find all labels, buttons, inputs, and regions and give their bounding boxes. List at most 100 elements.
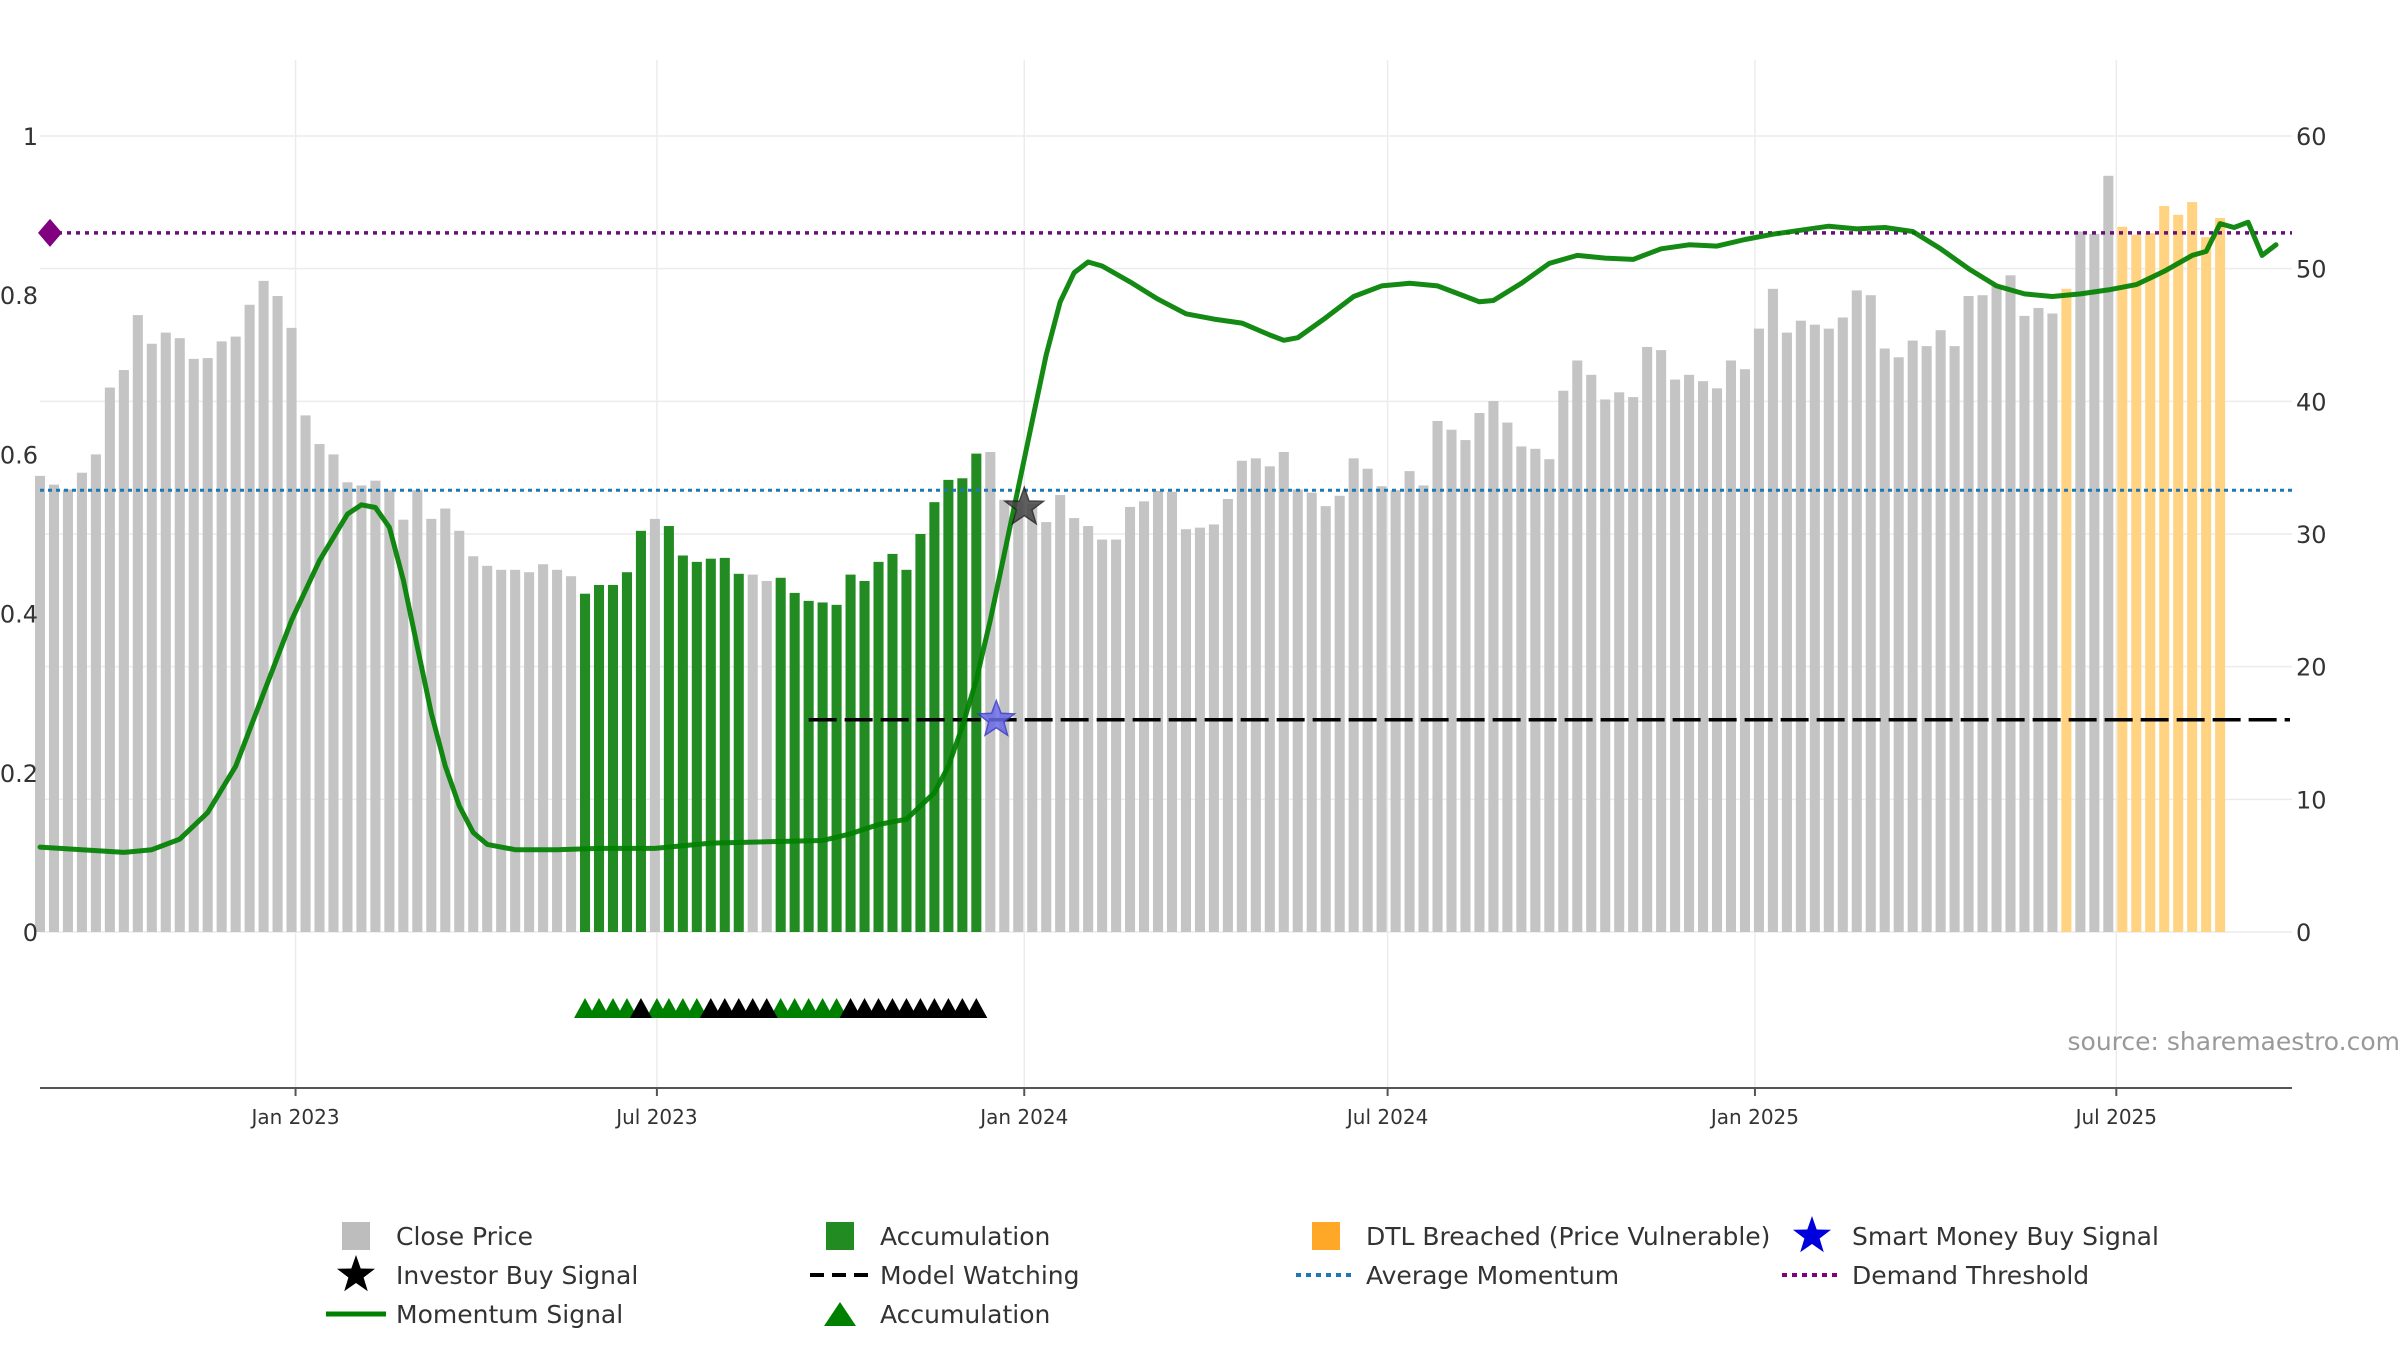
close-price-bar [1418, 485, 1429, 932]
close-price-bar [1600, 399, 1611, 932]
right-axis-tick-label: 40 [2296, 388, 2327, 416]
accumulation-marker-black [741, 998, 764, 1018]
close-price-bar [1180, 529, 1191, 932]
close-price-bar [1334, 495, 1345, 932]
left-axis-tick-label: 0.6 [0, 441, 38, 469]
close-price-bar [2103, 175, 2114, 933]
close-price-bar [1614, 392, 1625, 932]
accumulation-marker-black [853, 998, 876, 1018]
close-price-bar [1125, 506, 1136, 932]
close-price-bar [1139, 501, 1150, 932]
accumulation-marker-black [629, 998, 652, 1018]
legend-item: Smart Money Buy Signal [1793, 1216, 2159, 1253]
legend-item: Average Momentum [1296, 1261, 1619, 1290]
legend-label: Accumulation [880, 1300, 1050, 1329]
close-price-bar [1879, 348, 1890, 933]
close-price-bar [90, 454, 101, 932]
accumulation-marker-green [685, 998, 708, 1018]
close-price-bar [202, 358, 213, 933]
close-price-bar [1432, 420, 1443, 932]
close-price-bar [1474, 413, 1485, 932]
accumulation-marker-black [909, 998, 932, 1018]
legend-symbol-star [337, 1255, 375, 1292]
accumulation-bar [580, 593, 591, 932]
legend-item: Model Watching [810, 1261, 1080, 1290]
close-price-bar [160, 332, 171, 932]
accumulation-bar [621, 572, 632, 932]
x-tick-label: Jul 2024 [1345, 1105, 1428, 1129]
investor-buy-signal-star [1003, 485, 1046, 526]
close-price-bar [1097, 539, 1108, 932]
close-price-bar [552, 569, 563, 932]
close-price-bar [747, 574, 758, 932]
accumulation-marker-black [951, 998, 974, 1018]
close-price-bar [1558, 390, 1569, 933]
accumulation-marker-green [783, 998, 806, 1018]
dtl-breached-bar [2215, 217, 2226, 932]
close-price-bar [342, 482, 353, 932]
left-axis-tick-label: 0.4 [0, 601, 38, 629]
close-price-bar [1111, 539, 1122, 932]
close-price-bar [1530, 448, 1541, 932]
close-price-bar [1977, 295, 1988, 932]
left-axis-tick-label: 0 [23, 919, 38, 947]
close-price-bar [1949, 346, 1960, 932]
legend-symbol-star [1793, 1216, 1831, 1253]
accumulation-marker-black [839, 998, 862, 1018]
x-tick-label: Jul 2025 [2074, 1105, 2157, 1129]
legend-label: Smart Money Buy Signal [1852, 1222, 2159, 1251]
accumulation-bar [929, 502, 940, 932]
close-price-bar [76, 472, 87, 932]
accumulation-marker-black [699, 998, 722, 1018]
legend-item: Demand Threshold [1782, 1261, 2089, 1290]
dtl-breached-bar [2131, 234, 2142, 933]
legend-label: Close Price [396, 1222, 533, 1251]
close-price-bar [496, 569, 507, 932]
accumulation-marker-green [769, 998, 792, 1018]
accumulation-marker-green [588, 998, 611, 1018]
accumulation-bar [733, 573, 744, 932]
close-price-bar [1069, 518, 1080, 932]
close-price-bar [1753, 328, 1764, 933]
left-axis-tick-label: 0.8 [0, 282, 38, 310]
right-axis-tick-label: 20 [2296, 654, 2327, 682]
right-axis-tick-label: 0 [2296, 919, 2311, 947]
close-price-bar [1809, 324, 1820, 933]
close-price-bar [1013, 501, 1024, 932]
close-price-bar [412, 490, 423, 932]
close-price-bar [1698, 381, 1709, 933]
legend-symbol-triangle [824, 1302, 856, 1326]
accumulation-marker-green [601, 998, 624, 1018]
legend-label: DTL Breached (Price Vulnerable) [1366, 1222, 1770, 1251]
right-axis-tick-label: 60 [2296, 123, 2327, 151]
close-price-bar [300, 415, 311, 932]
legend-label: Model Watching [880, 1261, 1080, 1290]
accumulation-bar [831, 604, 842, 932]
accumulation-marker-green [615, 998, 638, 1018]
accumulation-bar [873, 561, 884, 932]
dtl-breached-bar [2201, 237, 2212, 933]
accumulation-bar [971, 453, 982, 932]
accumulation-bar [705, 558, 716, 932]
close-price-bar [48, 484, 60, 932]
close-price-bar [328, 454, 339, 932]
axes: Jan 2023 Jul 2023 Jan 2024 Jul 2024 Jan 2025… [0, 123, 2327, 1129]
momentum-signal-line [37, 219, 2279, 855]
left-axis-tick-label: 1 [23, 123, 38, 151]
close-price-bar [1767, 288, 1778, 932]
accumulation-bar [663, 526, 674, 932]
close-price-bar [1684, 374, 1695, 932]
dtl-breached-bar [2173, 214, 2184, 932]
close-price-bar [1460, 440, 1471, 932]
dtl-breached-bar [2187, 202, 2198, 932]
close-price-bar [146, 343, 157, 933]
close-price-bar [216, 341, 227, 932]
close-price-bar [1781, 332, 1792, 932]
momentum-signal-path [37, 219, 2279, 855]
accumulation-bar [901, 569, 912, 932]
accumulation-bar [915, 534, 926, 932]
accumulation-bar [677, 555, 688, 932]
close-price-bar [1194, 527, 1205, 932]
